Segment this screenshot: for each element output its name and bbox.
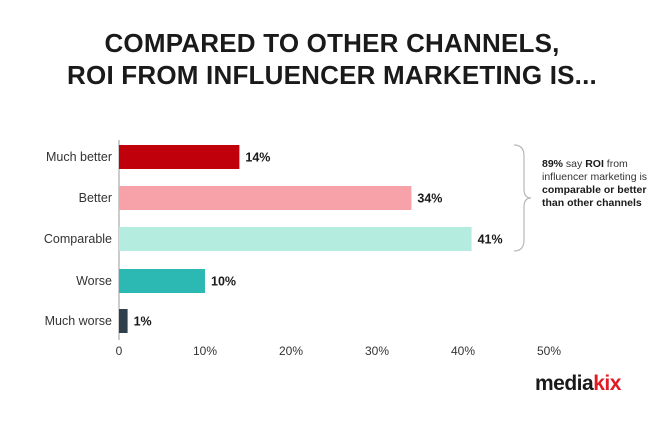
- data-label: 34%: [417, 192, 442, 206]
- annotation-bracket: [513, 144, 532, 252]
- bar: [119, 227, 472, 251]
- category-label: Worse: [76, 274, 112, 288]
- data-label: 10%: [211, 275, 236, 289]
- annotation-emphasis-2: comparable or better than other channels: [542, 184, 647, 209]
- bar: [119, 309, 128, 333]
- annotation-note: 89% say ROI from influencer marketing is…: [542, 158, 652, 210]
- category-label: Much better: [46, 150, 112, 164]
- category-label: Comparable: [44, 232, 112, 246]
- data-label: 41%: [478, 233, 503, 247]
- x-tick-label: 30%: [365, 344, 389, 358]
- brand-logo-part2: kix: [593, 372, 621, 395]
- brand-logo: mediakix: [535, 372, 621, 396]
- data-label: 14%: [245, 151, 270, 165]
- bar: [119, 186, 412, 210]
- brand-logo-part1: media: [535, 372, 594, 395]
- x-tick-label: 0: [116, 344, 123, 358]
- annotation-text-1: say: [563, 158, 586, 170]
- category-label: Better: [79, 191, 112, 205]
- data-label: 1%: [134, 315, 152, 329]
- chart-subtitle: ROI FROM INFLUENCER MARKETING IS...: [67, 60, 597, 90]
- bar: [119, 269, 205, 293]
- annotation-text-2: from influencer marketing is: [542, 158, 648, 183]
- x-tick-label: 50%: [537, 344, 561, 358]
- category-label: Much worse: [45, 314, 112, 328]
- bar: [119, 145, 240, 169]
- x-tick-label: 40%: [451, 344, 475, 358]
- annotation-highlight: 89%: [542, 158, 564, 170]
- chart-title: COMPARED TO OTHER CHANNELS,: [104, 28, 560, 58]
- annotation-emphasis-1: ROI: [585, 158, 604, 170]
- x-tick-label: 10%: [193, 344, 217, 358]
- x-tick-label: 20%: [279, 344, 303, 358]
